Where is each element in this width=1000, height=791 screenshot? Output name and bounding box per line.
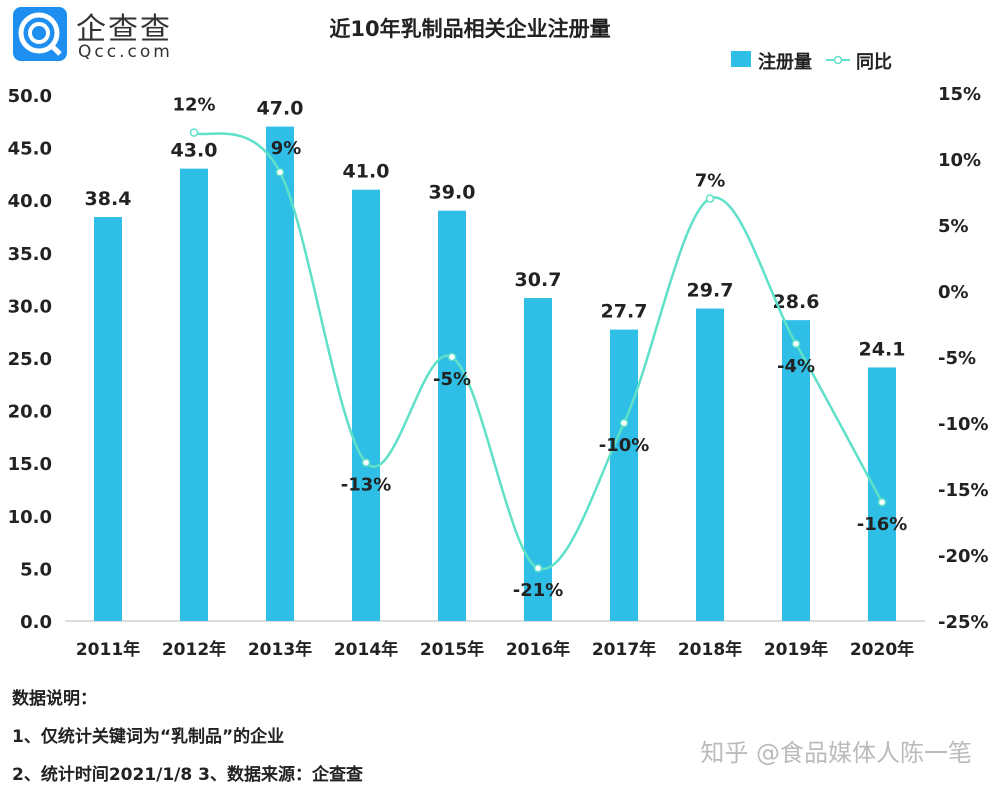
- bar-label: 29.7: [687, 280, 734, 302]
- bar-label: 24.1: [859, 338, 906, 360]
- notes-heading: 数据说明：: [12, 689, 97, 709]
- y-right-tick: 10%: [938, 150, 981, 171]
- y-right-tick: -25%: [938, 612, 989, 633]
- x-tick: 2016年: [506, 639, 570, 660]
- yoy-point: [619, 418, 629, 428]
- bar: [610, 329, 638, 621]
- bar: [352, 189, 380, 621]
- watermark: 知乎 @食品媒体人陈一笔: [700, 739, 972, 767]
- y-right-tick: 0%: [938, 282, 969, 303]
- qcc-logo-icon: [13, 7, 67, 61]
- y-right-tick: -15%: [938, 480, 989, 501]
- logo-sub: Qcc.com: [78, 42, 173, 62]
- bar: [782, 320, 810, 621]
- yoy-label: -21%: [513, 580, 564, 601]
- chart-svg: 近10年乳制品相关企业注册量 0.0 5.0 10.0 15.0 20.0 25.0 30.0…: [8, 17, 989, 660]
- y-left-tick: 20.0: [8, 402, 52, 423]
- bar: [868, 367, 896, 621]
- y-right-tick: 15%: [938, 84, 981, 105]
- bar: [180, 168, 208, 621]
- bar-label: 43.0: [171, 140, 218, 162]
- bar: [438, 210, 466, 621]
- logo: 企查查 Qcc.com: [12, 6, 202, 64]
- y-right-tick: 5%: [938, 216, 969, 237]
- yoy-label: 7%: [695, 171, 726, 192]
- y-left-tick: 50.0: [8, 86, 52, 107]
- logo-name: 企查查: [76, 12, 172, 47]
- bar-label: 30.7: [515, 269, 562, 291]
- y-right-tick: -10%: [938, 414, 989, 435]
- y-left-tick: 45.0: [8, 139, 52, 160]
- y-left-tick: 5.0: [20, 559, 52, 580]
- y-left-tick: 35.0: [8, 244, 52, 265]
- bar: [266, 126, 294, 621]
- yoy-point: [189, 128, 199, 137]
- x-tick: 2015年: [420, 639, 484, 660]
- yoy-label: -16%: [857, 514, 908, 535]
- y-left-tick: 0.0: [20, 612, 52, 633]
- yoy-label: -13%: [341, 475, 392, 496]
- x-tick: 2014年: [334, 639, 398, 660]
- yoy-point: [877, 497, 887, 507]
- bar-label: 41.0: [343, 161, 390, 183]
- yoy-label: 12%: [172, 95, 215, 116]
- bar: [696, 308, 724, 621]
- y-left-tick: 30.0: [8, 296, 52, 317]
- y-left-tick: 15.0: [8, 454, 52, 475]
- yoy-point: [447, 352, 457, 362]
- legend-line-label: 同比: [856, 52, 892, 73]
- bar-label: 27.7: [601, 301, 648, 323]
- y-left-tick: 40.0: [8, 191, 52, 212]
- y-left-tick: 25.0: [8, 349, 52, 370]
- chart-title: 近10年乳制品相关企业注册量: [329, 17, 610, 41]
- yoy-point: [361, 458, 371, 467]
- yoy-label: -10%: [599, 435, 650, 456]
- x-tick: 2020年: [850, 639, 914, 660]
- notes-line1: 1、仅统计关键词为“乳制品”的企业: [12, 727, 285, 747]
- y-left-tick: 10.0: [8, 507, 52, 528]
- bar-label: 38.4: [85, 188, 132, 210]
- yoy-label: -5%: [433, 369, 471, 390]
- yoy-point: [533, 563, 543, 573]
- x-tick: 2011年: [76, 639, 140, 660]
- x-tick: 2019年: [764, 639, 828, 660]
- x-tick: 2017年: [592, 639, 656, 660]
- bar-label: 47.0: [257, 98, 304, 120]
- notes-line2: 2、统计时间2021/1/8 3、数据来源：企查查: [12, 765, 363, 785]
- x-tick: 2018年: [678, 639, 742, 660]
- yoy-point: [705, 194, 715, 203]
- yoy-point: [791, 339, 801, 349]
- yoy-label: -4%: [777, 356, 815, 377]
- bar-label: 28.6: [773, 291, 820, 313]
- yoy-point: [275, 167, 285, 177]
- x-tick: 2012年: [162, 639, 226, 660]
- bar: [524, 298, 552, 621]
- y-right-tick: -20%: [938, 546, 989, 567]
- legend-line-marker: [833, 55, 843, 65]
- legend-bar-swatch: [731, 51, 751, 67]
- y-right-tick: -5%: [938, 348, 976, 369]
- bar-label: 39.0: [429, 182, 476, 204]
- yoy-label: 9%: [271, 138, 302, 159]
- x-tick: 2013年: [248, 639, 312, 660]
- bar: [94, 217, 122, 622]
- legend-bar-label: 注册量: [758, 51, 812, 73]
